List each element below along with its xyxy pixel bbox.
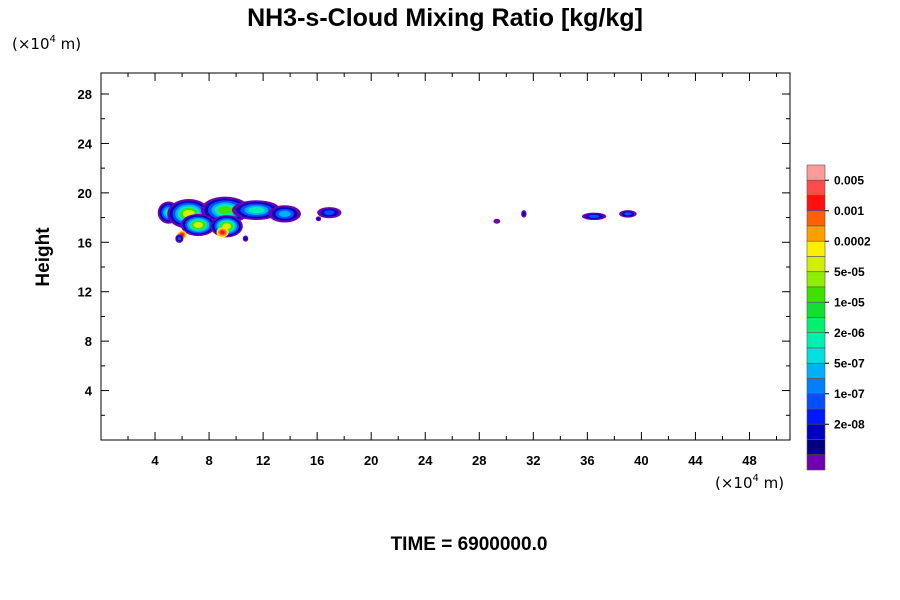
cloud-contour: [324, 210, 335, 216]
colorbar-swatch: [806, 332, 826, 349]
cloud-core: [220, 230, 225, 235]
y-tick-label: 4: [85, 384, 93, 399]
colorbar-swatch: [806, 286, 826, 303]
colorbar-swatch: [806, 210, 826, 227]
colorbar-swatch: [806, 301, 826, 318]
y-tick-label: 16: [78, 235, 92, 250]
cloud-contour: [588, 214, 600, 218]
cloud-contour: [244, 236, 248, 241]
colorbar-label: 1e-07: [834, 387, 865, 401]
colorbar-swatch: [806, 454, 826, 471]
cloud-contour: [278, 210, 291, 218]
colorbar-label: 5e-05: [834, 265, 865, 279]
cloud-contour: [316, 217, 321, 221]
colorbar-label: 0.0002: [834, 234, 871, 248]
x-tick-label: 40: [634, 453, 648, 468]
y-axis-label: Height: [33, 227, 54, 287]
colorbar-swatch: [806, 408, 826, 425]
x-tick-label: 20: [364, 453, 378, 468]
x-tick-label: 36: [580, 453, 594, 468]
cloud-contour: [248, 206, 265, 214]
colorbar: 0.005 0.001 0.0002 5e-05 1e-05 2e-06 5e-07 1e-0…: [806, 164, 871, 471]
y-tick-label: 12: [78, 285, 92, 300]
y-axis-unit: (×104 m): [12, 34, 81, 53]
colorbar-swatch: [806, 164, 826, 181]
x-tick-label: 24: [418, 453, 433, 468]
colorbar-label: 0.005: [834, 173, 864, 187]
colorbar-swatch: [806, 378, 826, 395]
x-tick-label: 48: [742, 453, 756, 468]
x-axis-unit: (×104 m): [715, 473, 784, 492]
x-tick-label: 8: [205, 453, 212, 468]
cloud-contour: [522, 211, 526, 217]
colorbar-swatch: [806, 362, 826, 379]
colorbar-swatch: [806, 317, 826, 334]
colorbar-swatch: [806, 423, 826, 440]
cloud-contour: [624, 212, 632, 216]
chart-title: NH3-s-Cloud Mixing Ratio [kg/kg]: [247, 4, 643, 32]
colorbar-label: 5e-07: [834, 356, 865, 370]
cloud-contour: [177, 236, 182, 241]
cloud-contour: [493, 218, 501, 224]
colorbar-swatch: [806, 256, 826, 273]
x-tick-label: 16: [310, 453, 324, 468]
colorbar-swatch: [806, 271, 826, 288]
y-tick-label: 20: [78, 186, 92, 201]
colorbar-label: 0.001: [834, 204, 864, 218]
x-axis: 4 8 12 16 20 24 28 32 36 40 44 48: [127, 73, 777, 468]
colorbar-label: 1e-05: [834, 295, 865, 309]
x-tick-label: 44: [688, 453, 703, 468]
cloud-contour: [193, 221, 204, 229]
colorbar-swatch: [806, 179, 826, 196]
cloud-contour: [218, 206, 233, 215]
y-tick-label: 8: [85, 334, 92, 349]
colorbar-swatch: [806, 439, 826, 456]
colorbar-swatch: [806, 225, 826, 242]
colorbar-swatch: [806, 393, 826, 410]
x-tick-label: 28: [472, 453, 486, 468]
colorbar-swatch: [806, 195, 826, 212]
x-tick-label: 32: [526, 453, 540, 468]
cloud-contours: [157, 196, 637, 243]
time-label: TIME = 6900000.0: [391, 534, 548, 555]
y-tick-label: 24: [78, 136, 93, 151]
y-axis: 4 8 12 16 20 24 28: [78, 87, 790, 416]
colorbar-label: 2e-06: [834, 326, 865, 340]
plot-frame: [100, 72, 791, 441]
x-tick-label: 4: [151, 453, 159, 468]
colorbar-swatch: [806, 240, 826, 257]
y-tick-label: 28: [78, 87, 92, 102]
x-tick-label: 12: [256, 453, 270, 468]
colorbar-swatch: [806, 347, 826, 364]
colorbar-label: 2e-08: [834, 417, 865, 431]
